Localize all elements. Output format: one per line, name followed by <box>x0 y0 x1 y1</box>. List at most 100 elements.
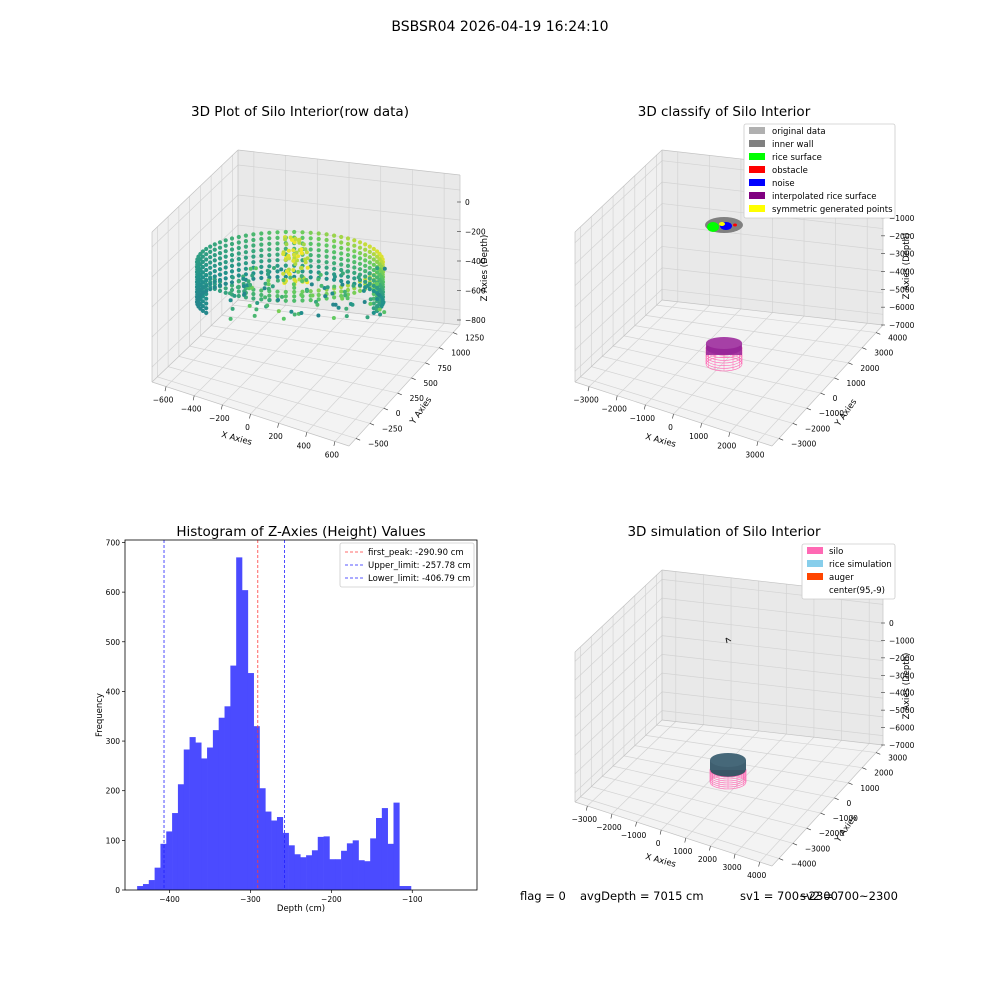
p2-y-tick-label: −2000 <box>805 424 831 433</box>
p2-z-tick-label: −6000 <box>889 303 915 312</box>
histogram-bar <box>259 788 266 890</box>
sv2-text: sv2 = 700~2300 <box>800 889 898 903</box>
histogram-bar <box>300 857 307 890</box>
p1-x-tick-label: 600 <box>325 450 340 459</box>
sv1-text: sv1 = 700~2300 <box>740 889 838 903</box>
raw-data-3d-plot: 3D Plot of Silo Interior(row data) −600−… <box>151 104 490 459</box>
p4-left-pane <box>575 570 662 802</box>
p4-x-tick-label: 3000 <box>723 863 742 872</box>
p2-x-tick-label: 0 <box>668 423 673 432</box>
histogram-frame <box>124 539 478 891</box>
histogram-bar <box>242 590 249 890</box>
p2-y-tick-label: 2000 <box>860 364 879 373</box>
p4-z-tick-label: −3000 <box>889 671 915 680</box>
histogram-bar <box>253 726 260 890</box>
legend-label: Upper_limit: -257.78 cm <box>368 561 471 571</box>
p2-z-tick-label: −7000 <box>889 321 915 330</box>
p1-y-tick-label: 750 <box>437 364 452 373</box>
p1-y-tick-label: 250 <box>410 394 425 403</box>
p1-y-tick-label: 1000 <box>451 349 470 358</box>
p2-x-tick-label: −1000 <box>630 414 656 423</box>
legend-swatch <box>749 192 765 199</box>
legend-swatch <box>749 140 765 147</box>
histogram-bar <box>230 665 237 890</box>
p1-z-tick-label: −600 <box>465 287 486 296</box>
raw-z-axis-label: Z Axies (Depth) <box>480 235 490 302</box>
legend-label: rice simulation <box>829 560 892 570</box>
classify-x-axis-label: X Axies <box>644 432 677 450</box>
histogram-bar <box>236 557 243 890</box>
histogram-bar <box>247 673 254 890</box>
p1-y-tick-label: −250 <box>382 424 403 433</box>
legend-label: original data <box>772 127 826 137</box>
p2-floor-pane <box>575 300 883 446</box>
legend-label: center(95,-9) <box>829 586 885 596</box>
p1-y-tick-label: 1250 <box>465 334 484 343</box>
legend-swatch <box>807 560 823 567</box>
y-tick-label: 600 <box>106 588 121 597</box>
legend-swatch <box>749 153 765 160</box>
histogram-x-ticks: −400 −300 −200 −100 <box>159 890 423 904</box>
y-tick-label: 100 <box>106 836 121 845</box>
legend-label: Lower_limit: -406.79 cm <box>368 574 470 584</box>
histogram-y-ticks: 0 100 200 300 400 500 600 700 <box>106 538 125 895</box>
legend-swatch <box>749 205 765 212</box>
histogram-bar <box>154 867 161 890</box>
legend-swatch <box>749 179 765 186</box>
histogram-bar <box>288 845 295 890</box>
histogram-bar <box>201 758 208 890</box>
histogram-bars <box>137 557 412 890</box>
histogram-bar <box>370 838 377 890</box>
histogram-bar <box>335 859 342 890</box>
p2-x-tick-label: 3000 <box>745 450 764 459</box>
p1-x-tick-label: 200 <box>268 432 283 441</box>
histogram-bar <box>271 820 278 890</box>
p4-x-tick-label: −3000 <box>572 815 598 824</box>
p1-y-tick-label: 0 <box>396 409 401 418</box>
histogram-bar <box>294 854 301 890</box>
status-footer: flag = 0 avgDepth = 7015 cm sv1 = 700~23… <box>520 889 898 903</box>
p2-x-tick-label: 2000 <box>717 441 736 450</box>
histogram-bar <box>393 802 400 890</box>
p4-z-tick-label: −1000 <box>889 636 915 645</box>
silo-cylinder <box>709 753 747 790</box>
histogram-bar <box>148 880 155 890</box>
histogram-bar <box>329 859 336 890</box>
histogram-bar <box>224 706 231 890</box>
interpolated-rice-cylinder <box>705 337 743 372</box>
histogram-bar <box>265 811 272 890</box>
histogram-bar <box>358 860 365 890</box>
p1-x-tick-label: −600 <box>153 396 174 405</box>
histogram-bar <box>364 861 371 890</box>
legend-swatch <box>749 166 765 173</box>
p4-y-tick-label: 0 <box>846 799 851 808</box>
y-tick-label: 200 <box>106 787 121 796</box>
p4-z-tick-label: −4000 <box>889 689 915 698</box>
histogram-bar <box>341 850 348 890</box>
histogram-y-axis-label: Frequency <box>95 693 105 737</box>
p1-floor-pane <box>152 300 460 446</box>
legend-swatch <box>749 127 765 134</box>
histogram-bar <box>405 886 412 890</box>
p1-y-tick-label: −500 <box>368 439 389 448</box>
histogram-bar <box>218 717 225 890</box>
histogram-legend: first_peak: -290.90 cm Upper_limit: -257.… <box>339 542 475 588</box>
raw-x-axis-label: X Axies <box>220 430 253 448</box>
p2-y-tick-label: −3000 <box>791 439 817 448</box>
symmetric-generated-points <box>719 222 725 226</box>
y-tick-label: 300 <box>106 737 121 746</box>
legend-label: interpolated rice surface <box>772 192 877 202</box>
p4-x-tick-label: −1000 <box>621 831 647 840</box>
histogram-bar <box>160 843 167 890</box>
histogram-bar <box>276 817 284 890</box>
histogram-bar <box>311 850 319 890</box>
legend-swatch <box>807 573 823 580</box>
p2-z-tick-label: −1000 <box>889 214 915 223</box>
p4-x-tick-label: −2000 <box>596 823 622 832</box>
p1-z-tick-label: −200 <box>465 228 486 237</box>
histogram-bar <box>177 784 185 890</box>
p4-y-tick-label: 3000 <box>888 754 907 763</box>
histogram-bar <box>195 742 202 890</box>
y-tick-label: 0 <box>115 886 120 895</box>
legend-label: inner wall <box>772 140 813 150</box>
